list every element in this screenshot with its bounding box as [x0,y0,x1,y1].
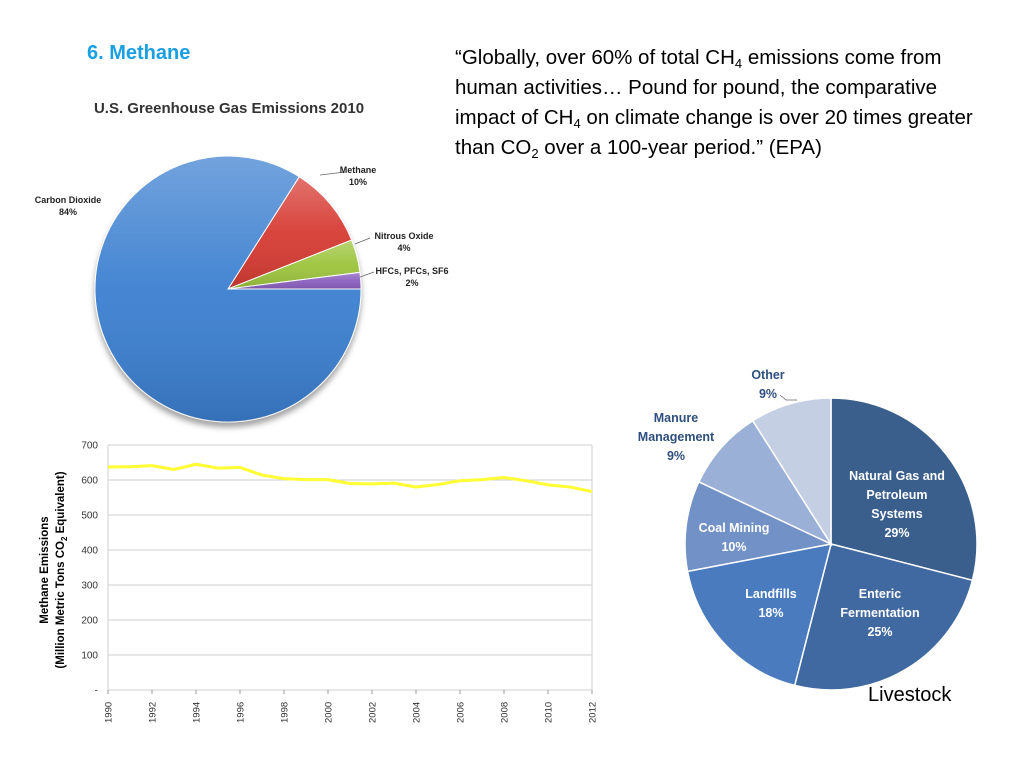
ghg-value-nitrous-oxide: 4% [397,243,410,253]
sources-label-manure-management-1: Management [638,430,715,444]
sources-leader-other [779,394,797,401]
sources-label-landfills-0: Landfills [745,587,796,601]
sources-label-enteric-fermentation-2: 25% [867,625,892,639]
livestock-label: Livestock [868,684,952,706]
line-xtick-2002: 2002 [368,702,379,723]
line-y-tick-labels: 700 600 500 400 300 200 100 - [81,441,98,697]
quote-subscript-1: 4 [734,56,743,71]
line-ylabel-1: Methane Emissions [39,516,51,623]
quote-part-2: emissions come from human activities… Po… [455,46,942,129]
line-grid [107,444,593,691]
line-xtick-2000: 2000 [324,702,335,723]
sources-pie-labels: Natural Gas and Petroleum Systems 29% Enteri… [638,368,945,639]
ghg-pie-slices [94,155,362,423]
line-xtick-1992: 1992 [148,702,159,723]
sources-slice-enteric-fermentation [793,543,974,691]
ghg-slice-shine-carbon-dioxide [95,155,362,422]
quote-subscript-2: 4 [573,116,581,131]
sources-slice-manure-management [697,419,834,546]
line-xtick-1996: 1996 [236,702,247,723]
line-xtick-2008: 2008 [500,702,511,723]
sources-label-manure-management-0: Manure [654,411,699,425]
ghg-label-hfcs-pfcs-sf6: HFCs, PFCs, SF6 [375,266,448,276]
line-xtick-2012: 2012 [588,702,599,723]
ghg-slice-shine-nitrous-oxide [228,240,360,289]
sources-slice-coal-mining [684,480,834,573]
ghg-label-nitrous-oxide: Nitrous Oxide [374,231,433,241]
line-ytick-0: - [95,686,98,697]
line-series-methane [107,462,593,494]
line-ylabel-2: (Million Metric Tons CO2 Equivalent) [55,471,69,668]
ghg-pie-chart: U.S. Greenhouse Gas Emissions 2010 Carbo… [35,100,449,423]
ghg-value-carbon-dioxide: 84% [59,207,77,217]
ghg-pie-title: U.S. Greenhouse Gas Emissions 2010 [94,100,364,117]
sources-label-natural-gas-and-petroleum-systems-1: Petroleum [866,488,927,502]
line-ylabel-2b: Equivalent) [55,471,67,536]
quote-part-4: over a 100-year period.” (EPA) [538,136,822,159]
line-xtick-2006: 2006 [456,702,467,723]
ghg-label-carbon-dioxide: Carbon Dioxide [35,195,102,205]
line-ytick-600: 600 [81,476,98,487]
line-x-tick-labels: 1990 1992 1994 1996 1998 2000 2002 2004 2006 2008… [104,690,599,723]
ghg-value-hfcs-pfcs-sf6: 2% [405,278,418,288]
line-ytick-100: 100 [81,651,98,662]
line-xtick-1994: 1994 [192,702,203,723]
line-series [107,462,593,494]
sources-label-enteric-fermentation-1: Fermentation [840,606,919,620]
sources-label-natural-gas-and-petroleum-systems-0: Natural Gas and [849,469,945,483]
line-ytick-500: 500 [81,511,98,522]
sources-label-coal-mining-1: 10% [721,540,746,554]
line-ytick-200: 200 [81,616,98,627]
slide-heading: 6. Methane [87,42,191,64]
ghg-value-methane: 10% [349,177,367,187]
quote-part-1: “Globally, over 60% of total CH [455,46,735,69]
ghg-slice-shine-hfcs-pfcs-sf6 [228,272,361,289]
line-ytick-300: 300 [81,581,98,592]
line-ytick-400: 400 [81,546,98,557]
line-xtick-2010: 2010 [544,702,555,723]
ghg-leader-methane [319,171,346,176]
ghg-leader-nitrous-oxide [354,237,371,245]
quote-part-3: on climate change is over 20 times great… [455,106,973,159]
ghg-label-methane: Methane [340,165,377,175]
sources-slice-natural-gas-and-petroleum-systems [830,397,978,582]
line-ylabel-sub: 2 [60,536,69,541]
sources-pie-slices [684,397,978,691]
sources-label-enteric-fermentation-0: Enteric [859,587,901,601]
sources-label-coal-mining-0: Coal Mining [699,521,770,535]
sources-label-natural-gas-and-petroleum-systems-2: Systems [871,507,922,521]
ghg-pie-labels: Carbon Dioxide 84% Methane 10% Nitrous Oxide… [35,165,449,288]
line-ytick-700: 700 [81,441,98,452]
ghg-leader-hfcs-pfcs-sf6 [359,271,375,278]
sources-label-natural-gas-and-petroleum-systems-3: 29% [884,526,909,540]
line-ylabel-2a: (Million Metric Tons CO [55,541,67,669]
sources-label-other-0: Other [751,368,784,382]
quote-subscript-3: 2 [531,146,539,161]
methane-sources-pie-chart: Natural Gas and Petroleum Systems 29% Enteri… [638,368,978,691]
sources-label-landfills-1: 18% [758,606,783,620]
sources-label-other-1: 9% [759,387,777,401]
line-xtick-1998: 1998 [280,702,291,723]
sources-slice-other [751,397,832,547]
epa-quote: “Globally, over 60% of total CH4 emissio… [455,43,975,163]
line-xtick-1990: 1990 [104,702,115,723]
ghg-slice-shine-methane [228,176,352,289]
sources-label-manure-management-2: 9% [667,449,685,463]
sources-slice-landfills [686,543,833,687]
line-xtick-2004: 2004 [412,702,423,723]
